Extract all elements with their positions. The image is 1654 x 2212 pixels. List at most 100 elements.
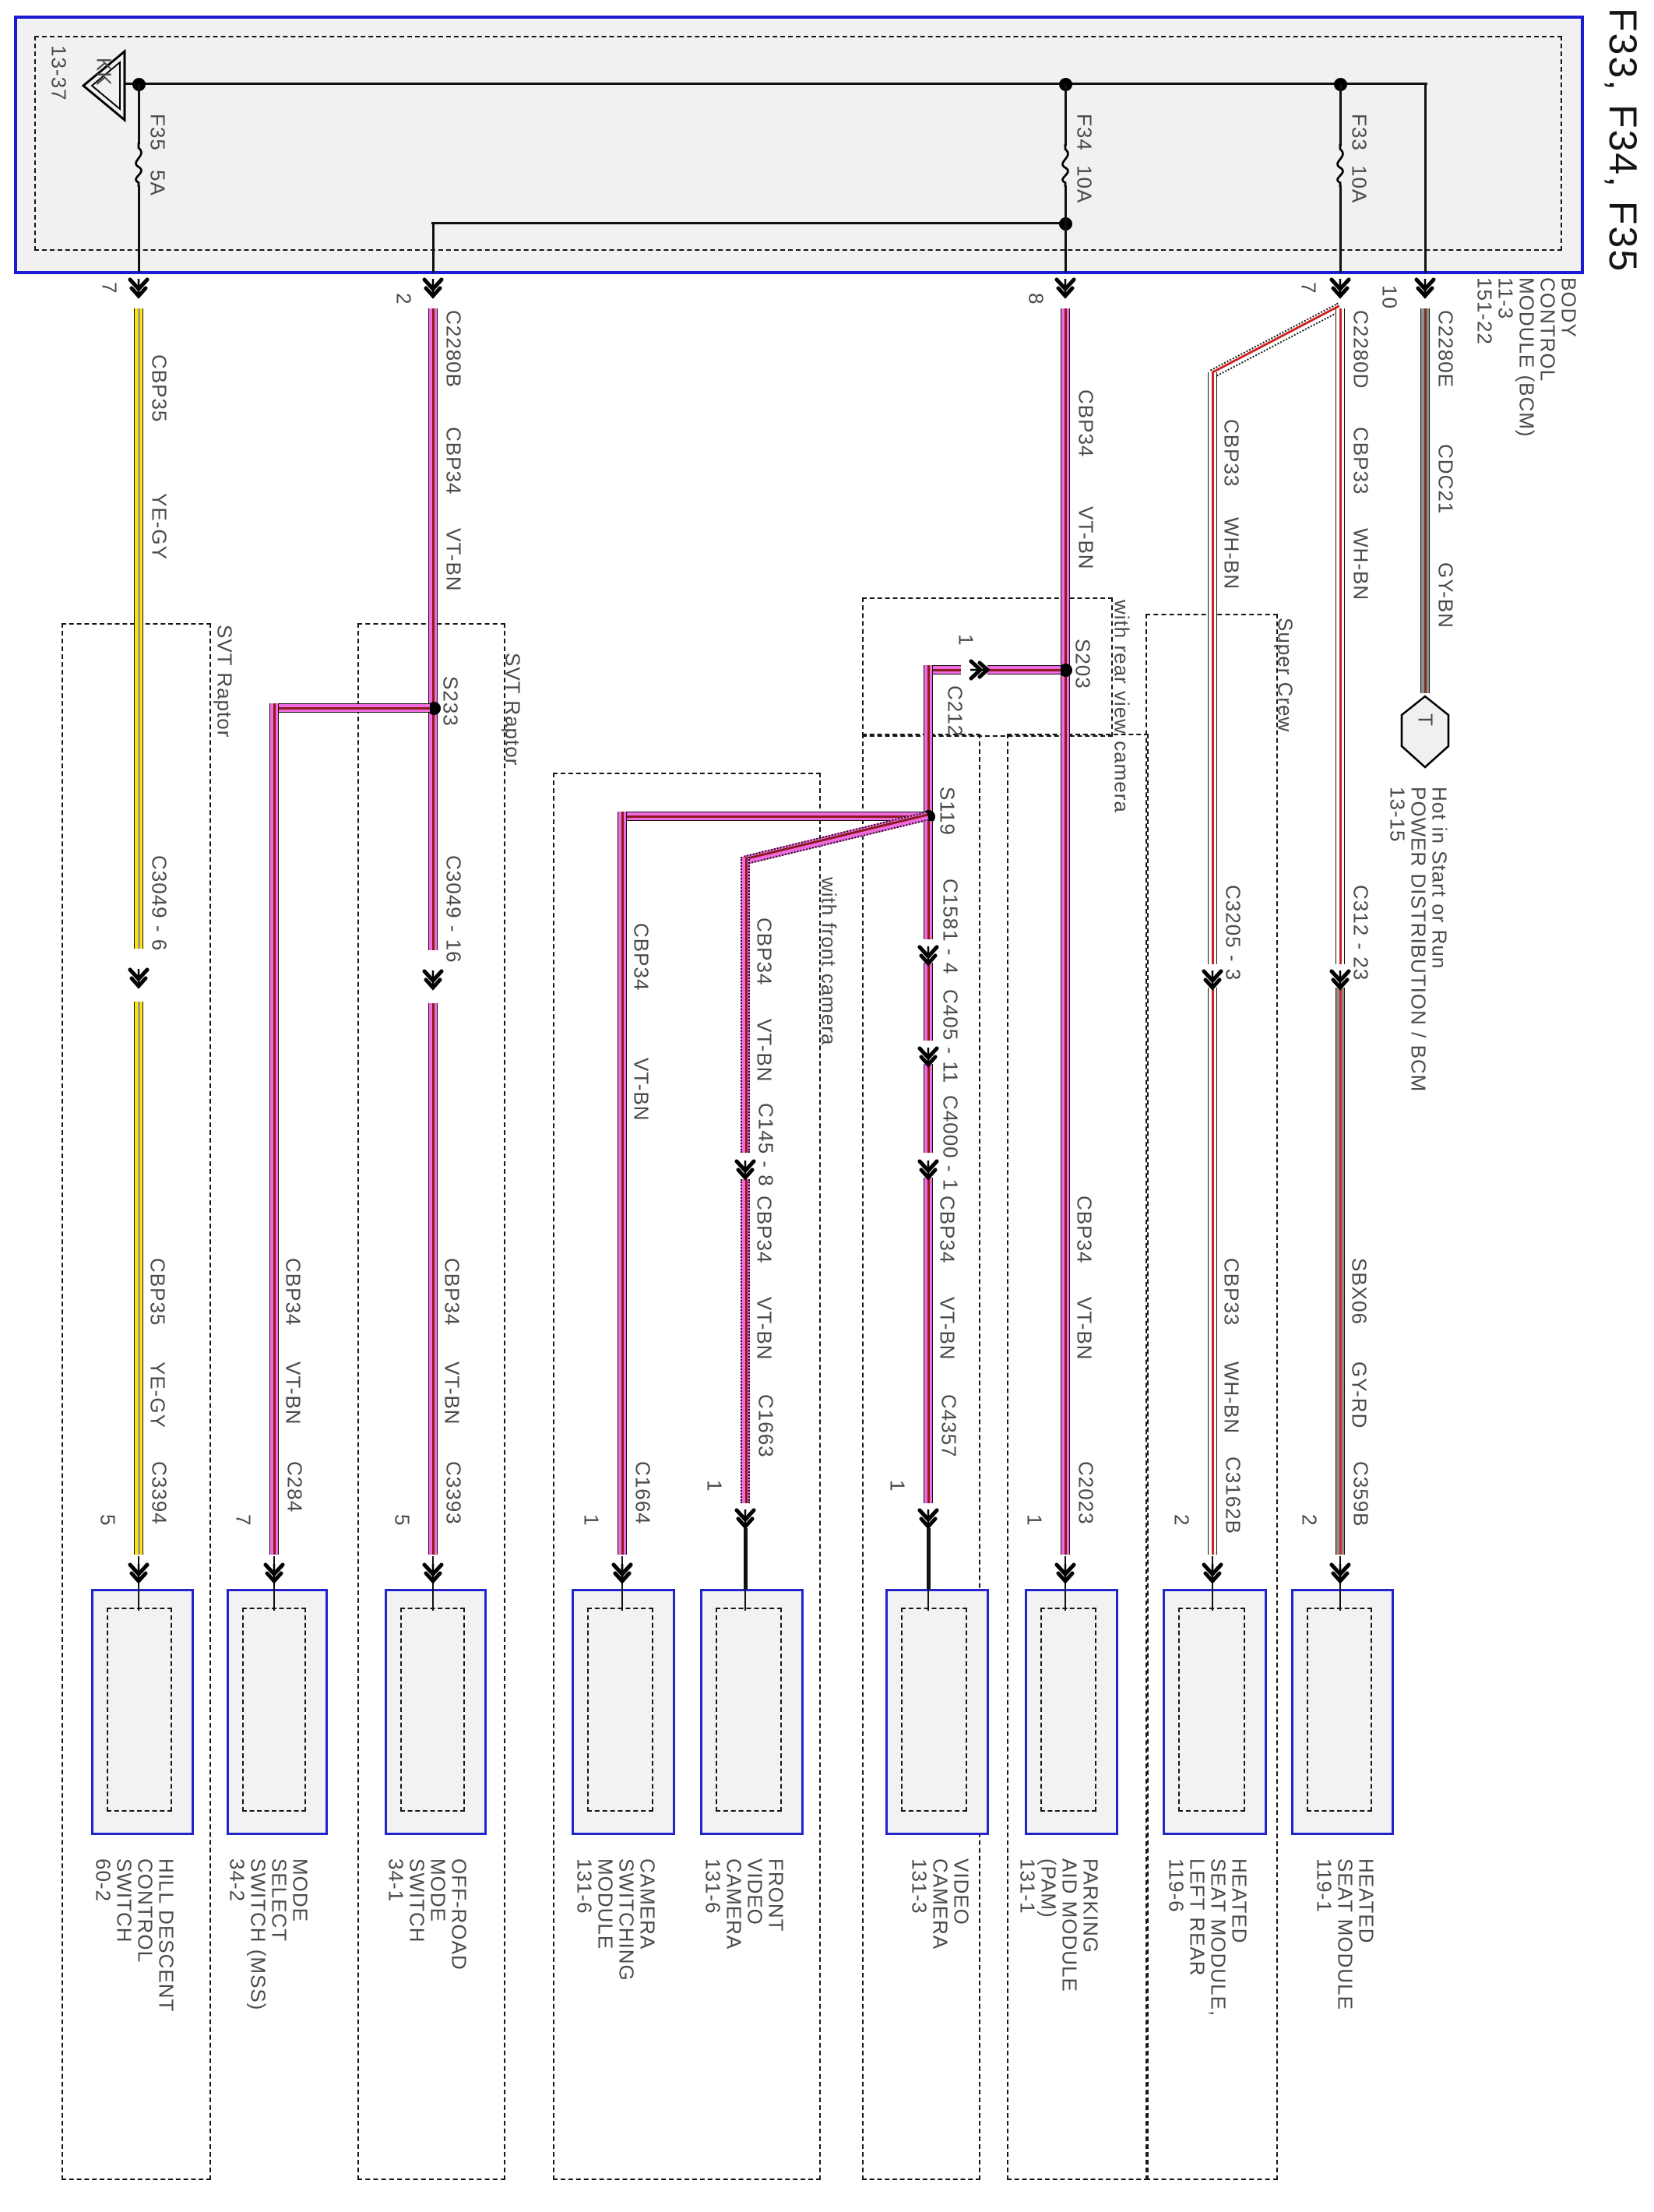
- module-box-hill-descent-control-switch: [91, 1589, 194, 1835]
- wire-stripe: [927, 963, 930, 1041]
- line: [138, 185, 140, 273]
- circuit-label: VT-BN: [281, 1361, 305, 1425]
- connector-arrow-icon: [1054, 277, 1076, 299]
- connector-label: C3049 - 6: [147, 855, 171, 952]
- wire-stripe: [927, 1178, 930, 1503]
- fuse-icon: [1061, 144, 1069, 187]
- circuit-label: CBP34: [1074, 389, 1098, 458]
- connector-arrow-icon: [128, 967, 150, 989]
- module-box-camera-switching-module: [572, 1589, 675, 1835]
- pin-label: 10: [1378, 285, 1402, 309]
- connector-arrow-icon: [1329, 1562, 1351, 1584]
- wire-stripe: [1339, 308, 1342, 964]
- connector-label: C405 - 11: [938, 989, 962, 1084]
- circuit-label: VT-BN: [752, 1297, 776, 1361]
- wire-segment: [924, 1178, 933, 1503]
- connector-arrow-icon: [1054, 1562, 1076, 1584]
- option-label-super-crew: Super Crew: [1273, 618, 1297, 733]
- module-inner-hill-descent-control-switch: [107, 1608, 172, 1812]
- wire-stripe: [1211, 305, 1341, 375]
- circuit-label: C2280B: [442, 310, 466, 388]
- connector-label: C3205 - 3: [1221, 885, 1245, 981]
- wire-stripe: [1423, 308, 1427, 693]
- module-inner-off-road-mode-switch: [400, 1608, 465, 1812]
- option-label-front-camera: with front camera: [817, 877, 841, 1046]
- pin-label: 1: [579, 1514, 604, 1527]
- circuit-label: WH-BN: [1219, 1361, 1244, 1435]
- module-box-heated-seat-module-left-rear: [1163, 1589, 1267, 1835]
- line: [432, 224, 435, 273]
- connector-arrow-icon: [1202, 969, 1223, 991]
- splice-label-s119: S119: [935, 787, 959, 836]
- fuse-name-label: F35: [146, 114, 170, 151]
- wire-segment: [1420, 308, 1430, 693]
- kk-offpage-arrow-icon: [81, 48, 126, 123]
- wire-stripe: [924, 668, 961, 671]
- circuit-label: CBP35: [146, 1258, 170, 1326]
- connector-label: C1664: [631, 1461, 655, 1525]
- wire-segment: [618, 812, 627, 1555]
- connector-label: C1663: [754, 1394, 778, 1458]
- connector-arrow-icon: [263, 1562, 285, 1584]
- module-label-video-camera: VIDEO CAMERA 131-3: [907, 1858, 973, 1950]
- connector-arrow-icon: [1329, 969, 1351, 991]
- circuit-label: VT-BN: [440, 1361, 464, 1425]
- option-box-with-rear-view-camera: [862, 597, 1113, 737]
- wire-stripe: [618, 815, 924, 818]
- circuit-label: CBP34: [442, 427, 466, 495]
- wire-segment: [741, 857, 750, 1153]
- connector-arrow-icon: [1414, 277, 1436, 299]
- line: [744, 1556, 747, 1611]
- circuit-label: CDC21: [1434, 444, 1458, 515]
- pin-label: 7: [1297, 282, 1321, 294]
- circuit-label: VT-BN: [629, 1058, 653, 1122]
- wire-segment: [134, 1002, 143, 1555]
- wire-supercrew-diagonal: [1210, 302, 1343, 379]
- wire-segment: [1208, 372, 1217, 964]
- circuit-label: YE-GY: [146, 1361, 170, 1428]
- wire-segment: [987, 665, 1061, 675]
- fuse-rating-label: 5A: [146, 170, 170, 196]
- circuit-label: VT-BN: [1074, 506, 1098, 570]
- module-inner-mode-select-switch: [242, 1608, 306, 1812]
- wire-stripe: [744, 857, 748, 1153]
- module-label-parking-aid-module: PARKING AID MODULE (PAM) 131-1: [1015, 1858, 1103, 1992]
- connector-arrow-icon: [917, 945, 939, 967]
- wire-segment: [269, 703, 279, 1555]
- connector-arrow-icon: [734, 1508, 756, 1530]
- bcm-label: BODY CONTROL MODULE (BCM) 11-3 151-22: [1473, 277, 1581, 438]
- line: [431, 222, 1068, 224]
- kk-code-label: KK: [92, 58, 116, 86]
- option-label-rear-camera: with rear view camera: [1110, 600, 1134, 813]
- module-inner-camera-switching-module: [587, 1608, 653, 1812]
- circuit-label: CBP35: [147, 354, 171, 423]
- module-box-front-video-camera: [700, 1589, 804, 1835]
- line: [138, 84, 140, 144]
- wire-segment: [428, 308, 438, 950]
- hot-source-label: Hot in Start or Run POWER DISTRIBUTION /…: [1385, 787, 1452, 1093]
- wire-stripe: [1211, 372, 1214, 964]
- connector-arrow-icon: [422, 1562, 444, 1584]
- pin-label: 2: [392, 293, 416, 305]
- module-inner-front-video-camera: [716, 1608, 782, 1812]
- option-box-rear-camera-run: [862, 734, 980, 2180]
- module-label-heated-seat-module-left-rear: HEATED SEAT MODULE, LEFT REAR 119-6: [1164, 1858, 1251, 2017]
- circuit-label: VT-BN: [935, 1297, 959, 1361]
- splice-dot: [427, 701, 441, 715]
- fuse-rating-label: 10A: [1072, 165, 1096, 204]
- wire-stripe: [137, 308, 140, 949]
- fuse-rating-label: 10A: [1347, 165, 1371, 204]
- wire-stripe: [927, 821, 930, 939]
- connector-label: C1581 - 4: [938, 879, 962, 975]
- fuse-name-label: F34: [1072, 114, 1096, 151]
- circuit-label: CBP33: [1219, 419, 1244, 488]
- module-box-video-camera: [885, 1589, 989, 1835]
- wire-stripe: [744, 1179, 748, 1503]
- circuit-label: VT-BN: [752, 1019, 776, 1083]
- wire-segment: [1208, 988, 1217, 1555]
- module-inner-parking-aid-module: [1040, 1608, 1096, 1812]
- connector-label: C312 - 23: [1349, 885, 1373, 981]
- connector-label: C145 - 8: [754, 1103, 778, 1187]
- circuit-label: GY-RD: [1347, 1361, 1371, 1429]
